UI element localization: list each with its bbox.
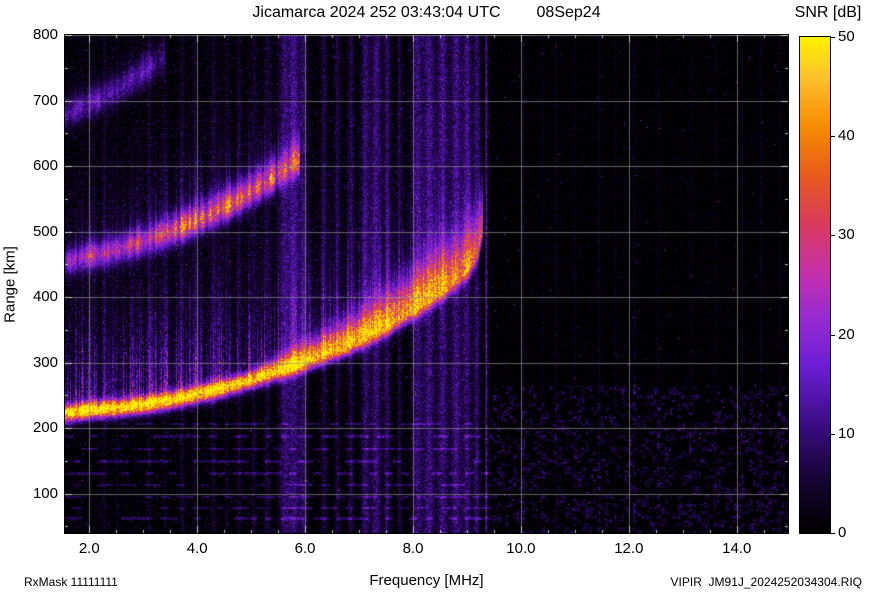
- colorbar-tick-label: 40: [838, 127, 855, 145]
- colorbar-tick-label: 30: [838, 226, 855, 244]
- colorbar-tick-mark: [830, 136, 835, 137]
- x-tick-label: 10.0: [506, 540, 536, 557]
- y-tick-label: 400: [32, 288, 58, 306]
- y-tick-label: 800: [32, 26, 58, 43]
- x-tick-label: 8.0: [402, 540, 424, 557]
- y-tick-label: 500: [32, 222, 58, 240]
- y-tick-label: 300: [32, 353, 58, 371]
- title-datetime: Jicamarca 2024 252 03:43:04 UTC: [252, 4, 501, 21]
- colorbar-tick-label: 10: [838, 424, 855, 442]
- colorbar-tick-mark: [830, 533, 835, 534]
- x-tick-label: 12.0: [614, 540, 644, 557]
- rxmask-label: RxMask 11111111: [24, 575, 118, 589]
- colorbar-title: SNR [dB]: [794, 4, 862, 21]
- chart-title: Jicamarca 2024 252 03:43:04 UTC 08Sep24: [65, 4, 788, 22]
- y-tick-label: 100: [32, 484, 58, 502]
- x-tick-label: 4.0: [186, 540, 208, 557]
- colorbar-tick-mark: [830, 235, 835, 236]
- ionogram-heatmap-canvas: [64, 34, 789, 534]
- colorbar-gradient: [799, 36, 831, 534]
- x-tick-label: 2.0: [78, 540, 100, 557]
- colorbar-tick-mark: [830, 335, 835, 336]
- title-date: 08Sep24: [536, 4, 601, 21]
- y-tick-label: 600: [32, 157, 58, 175]
- data-file-label: VIPIR JM91J_2024252034304.RIQ: [670, 575, 862, 589]
- colorbar-tick-mark: [830, 37, 835, 38]
- y-tick-label: 200: [32, 419, 58, 437]
- colorbar-tick-mark: [830, 434, 835, 435]
- colorbar-tick-label: 50: [838, 28, 855, 45]
- x-axis-label: Frequency [MHz]: [369, 572, 484, 589]
- x-tick-label: 14.0: [722, 540, 752, 557]
- x-tick-label: 6.0: [294, 540, 316, 557]
- colorbar-tick-label: 20: [838, 325, 855, 343]
- y-tick-label: 700: [32, 91, 58, 109]
- colorbar-tick-label: 0: [838, 524, 847, 541]
